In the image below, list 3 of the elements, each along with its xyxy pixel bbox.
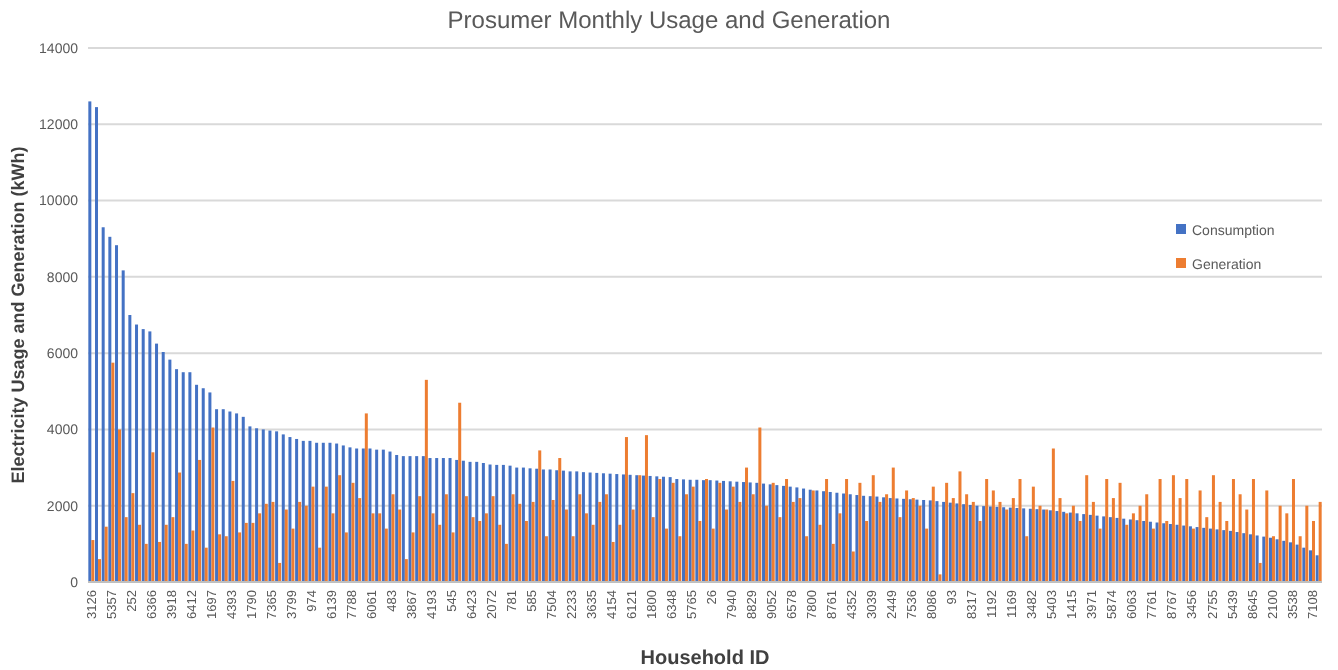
chart-title: Prosumer Monthly Usage and Generation xyxy=(447,6,891,34)
x-axis-title: Household ID xyxy=(640,648,770,670)
y-axis-title: Electricity Usage and Generation (kWh) xyxy=(8,146,28,484)
